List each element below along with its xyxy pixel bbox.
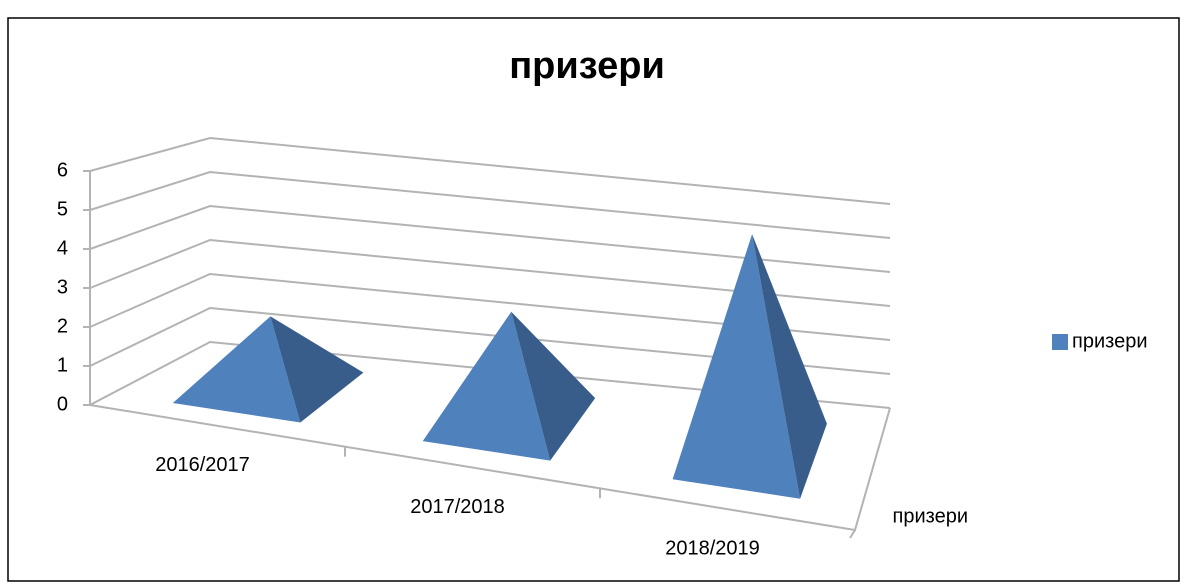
pyramid-front bbox=[672, 234, 801, 499]
pyramid-front bbox=[422, 311, 551, 461]
pyramid-side bbox=[511, 311, 596, 461]
grid-line bbox=[89, 340, 891, 409]
pyramid bbox=[422, 311, 596, 461]
y-tick-label: 2 bbox=[57, 315, 68, 337]
y-tick-label: 4 bbox=[57, 237, 68, 259]
y-tick-label: 5 bbox=[57, 198, 68, 220]
pyramid bbox=[172, 316, 364, 423]
y-tick-label: 6 bbox=[57, 159, 68, 181]
x-tick-label: 2018/2019 bbox=[665, 537, 760, 559]
chart-border bbox=[7, 17, 1180, 582]
x-tick-label: 2017/2018 bbox=[410, 496, 505, 518]
legend-swatch bbox=[1052, 334, 1068, 350]
y-tick-label: 0 bbox=[57, 393, 68, 415]
floor-edge bbox=[89, 171, 891, 532]
pyramid-side bbox=[270, 316, 364, 423]
x-tick-label: 2016/2017 bbox=[155, 454, 250, 476]
chart-title: призери bbox=[509, 45, 665, 87]
pyramid bbox=[672, 234, 827, 499]
depth-label: призери bbox=[893, 505, 969, 527]
grid-line bbox=[89, 136, 891, 205]
depth-tick bbox=[849, 529, 856, 539]
pyramid-side bbox=[752, 234, 827, 499]
grid-line bbox=[89, 272, 891, 341]
grid-line bbox=[89, 306, 891, 375]
grid-line bbox=[89, 170, 891, 239]
y-tick-label: 1 bbox=[57, 354, 68, 376]
y-tick-label: 3 bbox=[57, 276, 68, 298]
pyramid-front bbox=[172, 316, 301, 423]
grid-line bbox=[89, 238, 891, 307]
legend-label: призери bbox=[1072, 330, 1148, 352]
grid-line bbox=[89, 204, 891, 273]
